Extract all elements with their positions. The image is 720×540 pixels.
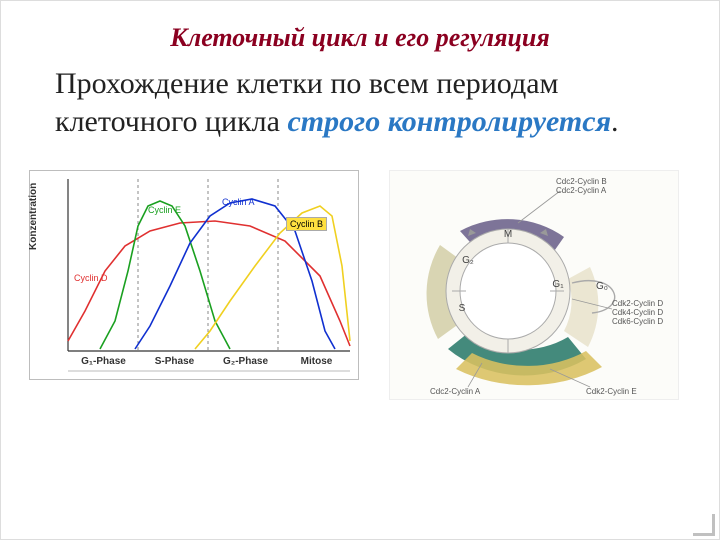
svg-text:G₂: G₂	[462, 255, 474, 266]
xtick-g1: G₁-Phase	[68, 356, 139, 367]
diagram-annotation: Cdc2-Cyclin A	[430, 387, 480, 396]
xtick-s: S-Phase	[139, 356, 210, 367]
diagram-annotation: Cdk2-Cyclin E	[586, 387, 637, 396]
body-period: .	[611, 105, 619, 138]
body-emphasis: строго контролируется	[287, 105, 611, 138]
svg-text:G₁: G₁	[552, 279, 564, 290]
slide-body: Прохождение клетки по всем периодам клет…	[1, 61, 719, 140]
xtick-m: Mitose	[281, 356, 352, 367]
figures-row: Konzentration Cyclin D Cyclin E Cyclin A…	[1, 170, 719, 400]
x-axis-ticks: G₁-Phase S-Phase G₂-Phase Mitose	[68, 356, 352, 367]
legend-cyclin-d: Cyclin D	[72, 273, 110, 283]
y-axis-label: Konzentration	[28, 183, 39, 250]
cell-cycle-diagram: M G₁ S G₂ G₀ Cdc2-Cyclin BCdc2-Cyclin A Cdk2-…	[389, 170, 679, 400]
svg-text:M: M	[504, 229, 512, 240]
legend-cyclin-e: Cyclin E	[146, 205, 183, 215]
diagram-annotation: Cdc2-Cyclin BCdc2-Cyclin A	[556, 177, 607, 195]
slide-title: Клеточный цикл и его регуляция	[1, 1, 719, 61]
svg-text:S: S	[459, 303, 466, 314]
legend-cyclin-b: Cyclin B	[286, 217, 327, 231]
diagram-annotation: Cdk2-Cyclin DCdk4-Cyclin DCdk6-Cyclin D	[612, 299, 663, 327]
legend-cyclin-a: Cyclin A	[220, 197, 257, 207]
cyclin-concentration-chart: Konzentration Cyclin D Cyclin E Cyclin A…	[29, 170, 359, 380]
corner-icon	[693, 514, 715, 536]
xtick-g2: G₂-Phase	[210, 356, 281, 367]
svg-text:G₀: G₀	[596, 281, 608, 292]
